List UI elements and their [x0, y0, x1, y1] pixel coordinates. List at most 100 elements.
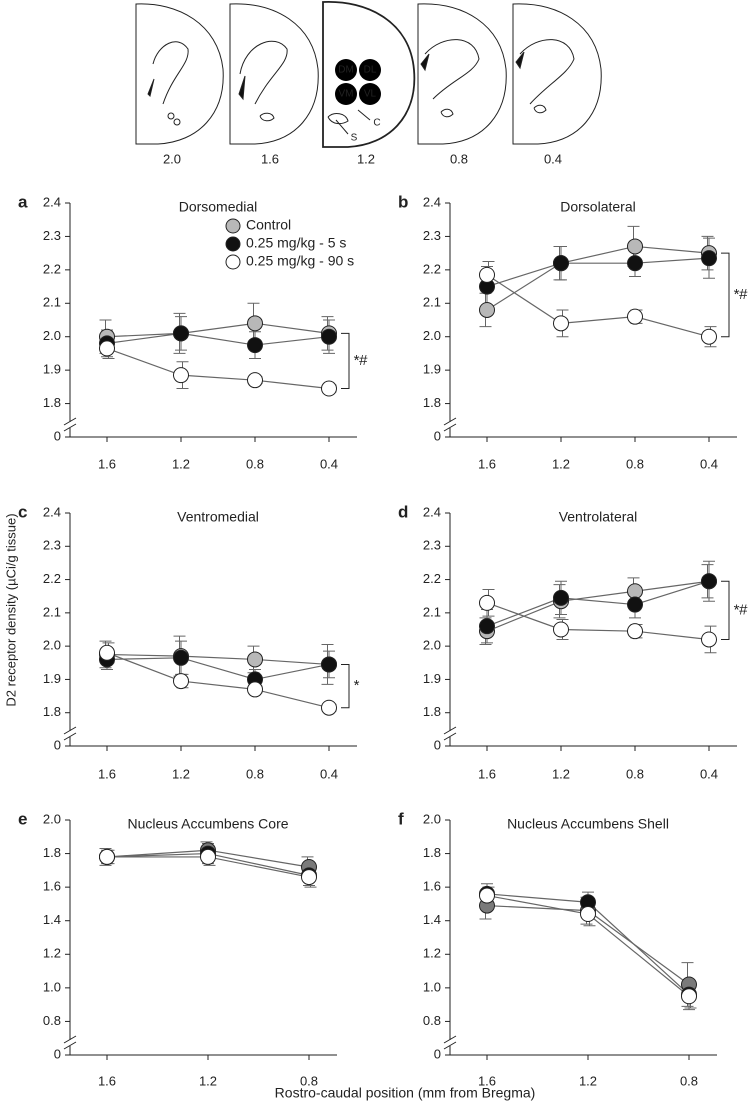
chart-title: Ventromedial: [177, 509, 259, 525]
marker: [627, 308, 643, 325]
annotation: *#: [733, 286, 748, 303]
x-tick-label: 0.8: [680, 1073, 698, 1088]
x-tick-label: 1.6: [478, 766, 496, 781]
region-label: VL: [364, 89, 377, 100]
x-tick-label: 0.8: [626, 766, 644, 781]
marker: [701, 328, 717, 345]
y-tick-label: 0: [54, 428, 61, 443]
y-tick-label: 2.3: [43, 228, 61, 243]
marker: [553, 315, 569, 332]
legend-marker: [225, 218, 241, 234]
marker: [681, 988, 697, 1005]
section-label: 1.6: [261, 151, 279, 166]
axis-break: [63, 1035, 77, 1044]
marker: [479, 887, 495, 904]
significance-bracket: [721, 252, 730, 338]
panel-letter: e: [18, 809, 27, 828]
region-label: DM: [338, 65, 354, 76]
marker: [321, 328, 337, 345]
y-tick-label: 1.2: [43, 946, 61, 961]
x-tick-label: 0.8: [300, 1073, 318, 1088]
y-tick-label: 1.8: [43, 704, 61, 719]
y-tick-label: 2.2: [423, 571, 441, 586]
series-line: [486, 245, 710, 311]
series-line: [106, 322, 330, 338]
y-tick-label: 2.0: [423, 811, 441, 826]
axis-break: [443, 417, 457, 426]
section-label: 0.8: [450, 151, 468, 166]
legend-label: Control: [246, 217, 291, 233]
y-tick-label: 2.1: [43, 295, 61, 310]
y-tick-label: 2.0: [43, 638, 61, 653]
y-tick-label: 0: [434, 1046, 441, 1061]
y-tick-label: 2.3: [423, 228, 441, 243]
y-tick-label: 2.1: [423, 604, 441, 619]
x-tick-label: 1.6: [98, 766, 116, 781]
panel-letter: d: [398, 502, 408, 521]
y-tick-label: 2.1: [43, 604, 61, 619]
marker: [479, 266, 495, 283]
significance-bracket: [721, 580, 730, 640]
marker: [627, 596, 643, 613]
series-line: [486, 580, 710, 627]
panel-letter: f: [398, 809, 404, 828]
marker: [99, 340, 115, 357]
y-tick-label: 1.6: [43, 879, 61, 894]
y-tick-label: 2.4: [423, 194, 441, 209]
x-axis-label: Rostro-caudal position (mm from Bregma): [275, 1085, 536, 1101]
marker: [247, 651, 263, 668]
y-tick-label: 2.2: [43, 571, 61, 586]
panel-letter: c: [18, 502, 27, 521]
marker: [247, 315, 263, 332]
region-label: C: [373, 118, 380, 129]
marker: [321, 656, 337, 673]
y-axis-label: D2 receptor density (µCi/g tissue): [3, 513, 18, 706]
marker: [99, 644, 115, 661]
marker: [553, 255, 569, 272]
legend-label: 0.25 mg/kg - 90 s: [246, 253, 354, 269]
x-tick-label: 0.8: [246, 456, 264, 471]
y-tick-label: 1.0: [423, 979, 441, 994]
y-tick-label: 0: [54, 1046, 61, 1061]
marker: [247, 337, 263, 354]
marker: [701, 573, 717, 590]
series-line: [106, 653, 330, 666]
marker: [99, 848, 115, 865]
x-tick-label: 1.6: [98, 1073, 116, 1088]
annotation: *: [353, 677, 360, 694]
significance-bracket: [341, 663, 350, 709]
axis-break: [63, 726, 77, 735]
y-tick-label: 1.4: [43, 912, 61, 927]
x-tick-label: 1.2: [552, 456, 570, 471]
series-line: [486, 274, 710, 338]
marker: [321, 380, 337, 397]
y-tick-label: 0: [54, 737, 61, 752]
y-tick-label: 2.3: [423, 538, 441, 553]
y-tick-label: 2.0: [423, 638, 441, 653]
marker: [479, 594, 495, 611]
panel-letter: a: [18, 192, 28, 211]
x-tick-label: 1.2: [579, 1073, 597, 1088]
x-tick-label: 0.8: [246, 766, 264, 781]
marker: [627, 583, 643, 600]
marker: [479, 301, 495, 318]
section-label: 1.2: [357, 151, 375, 166]
y-tick-label: 0.8: [43, 1013, 61, 1028]
series-line: [106, 347, 330, 390]
section-label: 2.0: [163, 151, 181, 166]
brain-section: [322, 1, 416, 148]
region-label: VM: [339, 89, 354, 100]
x-tick-label: 0.4: [320, 766, 338, 781]
marker: [173, 649, 189, 666]
region-label: S: [351, 133, 358, 144]
chart-title: Dorsomedial: [179, 199, 258, 215]
chart-title: Dorsolateral: [560, 199, 635, 215]
x-tick-label: 1.2: [172, 766, 190, 781]
marker: [200, 848, 216, 865]
y-tick-label: 2.4: [43, 504, 61, 519]
x-tick-label: 0.4: [700, 456, 718, 471]
marker: [173, 325, 189, 342]
y-tick-label: 1.9: [423, 362, 441, 377]
x-tick-label: 1.6: [478, 1073, 496, 1088]
